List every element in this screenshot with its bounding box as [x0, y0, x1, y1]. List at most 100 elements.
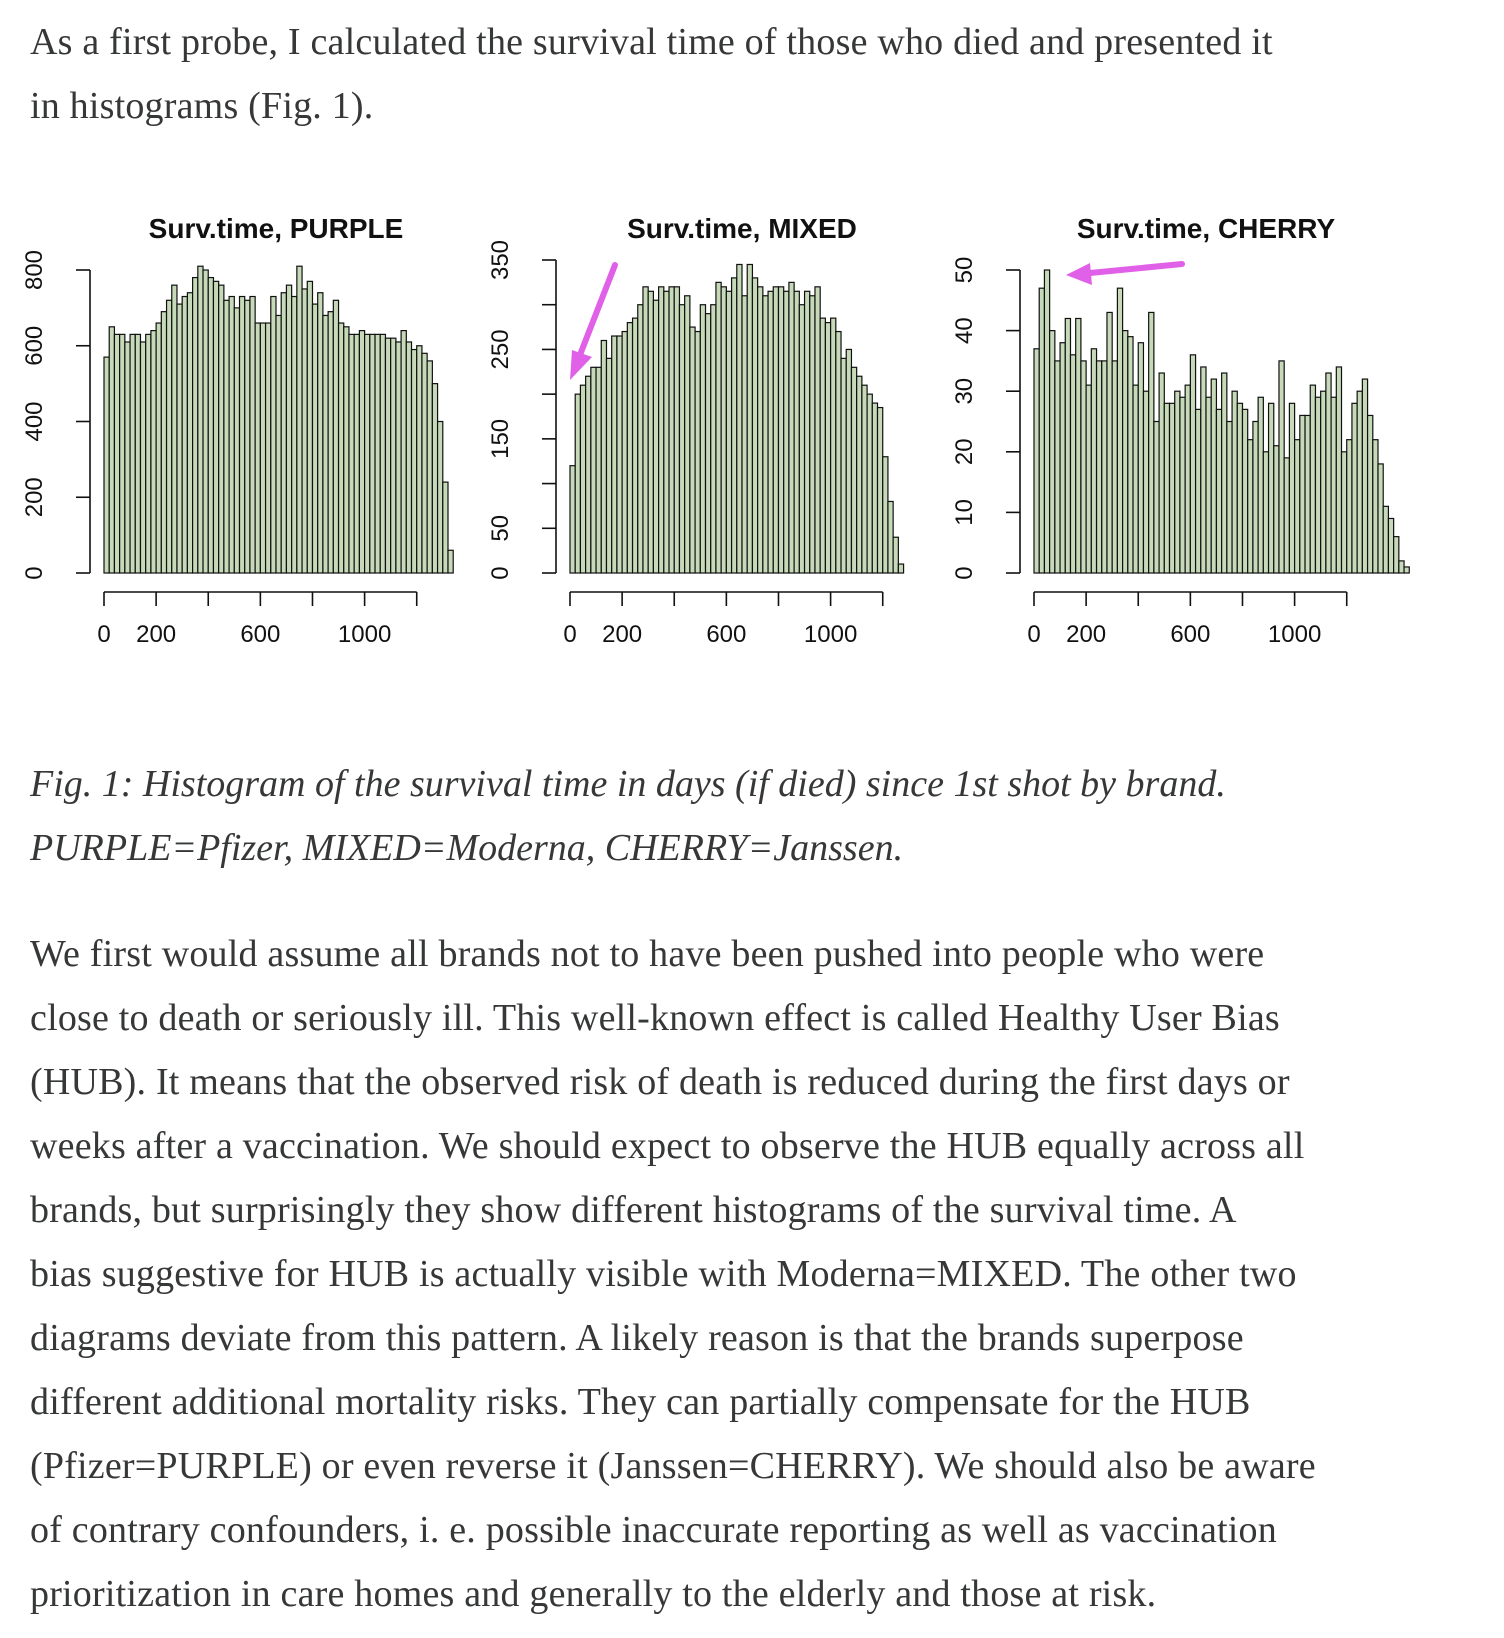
histogram-bar [882, 456, 889, 574]
histogram-bar [1299, 414, 1306, 574]
histogram-bar [751, 277, 759, 574]
histogram-bar [850, 366, 858, 574]
histogram-bar [1221, 372, 1228, 574]
histogram-bar [171, 284, 178, 574]
histogram-bar [379, 333, 387, 574]
histogram-bar [400, 330, 407, 574]
histogram-bar [579, 384, 587, 574]
chart-title: Surv.time, MIXED [627, 213, 857, 244]
histogram-bar [710, 304, 717, 574]
histogram-bar [244, 299, 251, 574]
histogram-bar [317, 292, 324, 574]
histogram-bar [139, 341, 147, 574]
histogram-bar [358, 330, 366, 574]
histogram-bar [405, 341, 413, 574]
histogram-bar [1387, 517, 1395, 574]
histogram-bar [1033, 348, 1040, 574]
caption-line: Fig. 1: Histogram of the survival time i… [30, 763, 1226, 805]
histogram-bar [694, 330, 701, 574]
histogram-bar [637, 304, 644, 574]
histogram-bar [134, 333, 142, 574]
histogram-bar [395, 341, 402, 574]
histogram-bar [652, 299, 660, 574]
histogram-bar [1403, 566, 1410, 574]
y-tick-label: 50 [951, 257, 978, 284]
histogram-bar [1320, 390, 1327, 574]
histogram-bar [600, 339, 608, 574]
y-tick-label: 150 [487, 419, 514, 459]
histogram-bar [160, 311, 168, 574]
histogram-bar [887, 500, 894, 574]
histogram-bar [876, 406, 884, 574]
histogram-bar [585, 375, 592, 574]
histogram-bar [1101, 360, 1108, 574]
histogram-bar [1043, 269, 1051, 574]
histogram-bar [202, 269, 209, 574]
histogram-bar [1393, 536, 1400, 574]
body-line: We first would assume all brands not to … [30, 933, 1265, 975]
histogram-bar [259, 322, 267, 574]
histogram-bar [155, 322, 162, 574]
histogram-bar [1226, 420, 1233, 574]
histogram-bar [809, 295, 816, 574]
histogram-bar [830, 317, 837, 574]
histogram-bar [421, 352, 428, 574]
histogram-bar [803, 290, 811, 574]
histogram-bar [1314, 396, 1322, 574]
histogram-bar [595, 366, 602, 574]
y-tick-label: 350 [487, 240, 514, 280]
figure-caption: Fig. 1: Histogram of the survival time i… [30, 752, 1490, 880]
histogram-bar [192, 276, 199, 574]
histogram-bar [1205, 396, 1212, 574]
histogram-bar [793, 290, 800, 574]
histogram-bar [1038, 287, 1046, 574]
histogram-bar [275, 314, 282, 574]
histogram-bar [767, 290, 774, 574]
histogram-bar [103, 356, 110, 574]
histogram-bar [1283, 457, 1290, 574]
histogram-bar [704, 313, 712, 574]
histogram-bar [1194, 408, 1202, 574]
histogram-bar [1168, 402, 1176, 574]
y-tick-label: 200 [21, 477, 48, 517]
histogram-bar [746, 263, 754, 574]
histogram-bar [684, 295, 691, 574]
histogram-bar [322, 314, 329, 574]
histogram-bar [1304, 414, 1311, 574]
histogram-bar [337, 322, 345, 574]
histogram-bar [108, 326, 116, 574]
histogram-bar [332, 299, 340, 574]
histogram-bar [819, 317, 826, 574]
annotation-arrowhead [1066, 263, 1092, 285]
histogram-bar [642, 286, 649, 574]
histogram-bar [1231, 390, 1238, 574]
histogram-bar [856, 375, 863, 574]
y-tick-label: 50 [487, 515, 514, 542]
body-line: (Pfizer=PURPLE) or even reverse it (Jans… [30, 1445, 1316, 1487]
histogram-bar [113, 333, 121, 574]
histogram-bar [145, 333, 152, 574]
histogram-bar [741, 295, 748, 574]
x-tick-label: 1000 [1268, 621, 1321, 648]
histogram-bar [1330, 396, 1337, 574]
annotation-arrow [575, 262, 618, 363]
intro-line: As a first probe, I calculated the survi… [30, 21, 1273, 63]
histogram-bar [1335, 366, 1343, 574]
histogram-bar [715, 281, 722, 574]
histogram-bar [186, 292, 194, 574]
body-paragraph: We first would assume all brands not to … [30, 922, 1490, 1626]
histogram-bar [798, 304, 806, 574]
histogram-bar [1262, 451, 1270, 574]
histogram-bar [1059, 342, 1066, 574]
body-line: of contrary confounders, i. e. possible … [30, 1509, 1277, 1551]
histogram-bar [369, 333, 376, 574]
histogram-bar [1288, 402, 1296, 574]
histogram-bar [327, 311, 334, 574]
histogram-bar [165, 299, 173, 574]
histogram-bar [783, 290, 790, 574]
histogram-bar [410, 348, 418, 574]
histogram-bar [757, 286, 764, 574]
y-tick-label: 600 [21, 326, 48, 366]
histogram-bar [364, 333, 371, 574]
histogram-bar [590, 366, 597, 574]
